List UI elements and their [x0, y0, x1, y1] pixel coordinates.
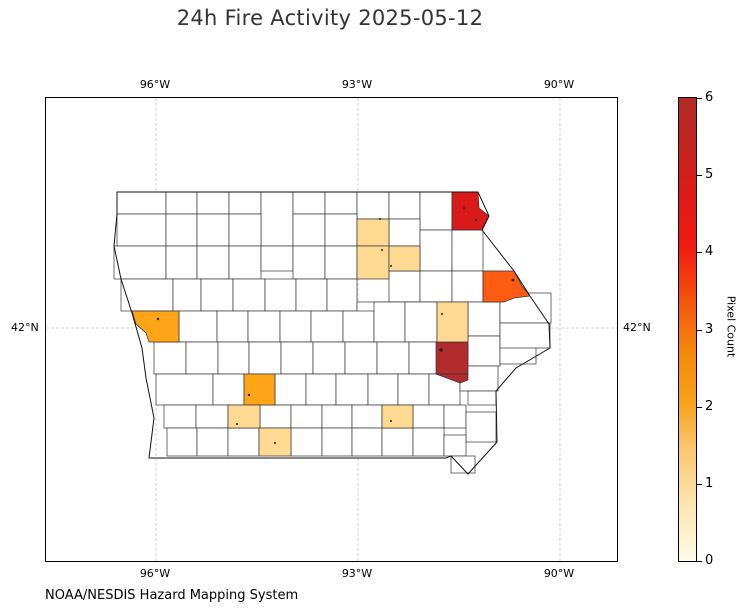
fire-point [274, 442, 276, 444]
fire-counties [131, 191, 531, 457]
fire-point [474, 218, 478, 222]
fire-point [236, 423, 238, 425]
lon-label-top-90w: 90°W [543, 78, 575, 91]
lon-label-bottom-96w: 96°W [139, 567, 171, 580]
county-fire-west-edge [131, 310, 180, 343]
colorbar-label-1: 1 [705, 476, 714, 491]
fire-point [441, 313, 443, 315]
county-fire-northeast [451, 191, 490, 231]
colorbar-tick [697, 407, 702, 408]
iowa-state-outline [113, 191, 551, 475]
map-frame[interactable] [45, 97, 618, 562]
county-fire-north-central-2 [356, 245, 390, 280]
lon-label-top-96w: 96°W [139, 78, 171, 91]
colorbar-tick [697, 484, 702, 485]
colorbar-tick [697, 561, 702, 562]
fire-point [379, 218, 381, 220]
county-fire-southwest-central [243, 373, 276, 406]
fire-point [511, 278, 515, 282]
county-fire-south-central [381, 404, 414, 429]
lon-label-bottom-93w: 93°W [341, 567, 373, 580]
county-fire-east-central-1 [436, 301, 469, 343]
lat-label-left-42n: 42°N [11, 321, 39, 334]
colorbar-tick [697, 175, 702, 176]
colorbar-tick [697, 330, 702, 331]
county-fire-east-central-6-tail [435, 373, 469, 384]
iowa-county-map[interactable] [46, 98, 618, 562]
fire-point [247, 393, 251, 397]
fire-point [439, 348, 443, 352]
colorbar-tick [697, 252, 702, 253]
colorbar-tick [697, 98, 702, 99]
fire-point [390, 265, 392, 267]
fire-point [381, 249, 383, 251]
fire-point [462, 206, 466, 210]
county-fire-southwest-1 [227, 404, 261, 429]
colorbar-label-3: 3 [705, 322, 714, 337]
colorbar-label-4: 4 [705, 244, 714, 259]
county-fire-north-central-3 [388, 245, 421, 272]
colorbar [678, 97, 697, 562]
county-boundaries [113, 191, 552, 474]
lon-label-bottom-90w: 90°W [543, 567, 575, 580]
fire-point [156, 317, 160, 321]
fire-point [390, 420, 392, 422]
colorbar-label-2: 2 [705, 399, 714, 414]
colorbar-label-6: 6 [705, 90, 714, 105]
lon-label-top-93w: 93°W [341, 78, 373, 91]
map-title: 24h Fire Activity 2025-05-12 [176, 6, 484, 30]
county-fire-north-central-1 [356, 218, 390, 247]
county-fire-east-central-6 [435, 341, 469, 375]
colorbar-title: Pixel Count [724, 295, 738, 358]
fire-detections [156, 206, 515, 444]
data-source-credit: NOAA/NESDIS Hazard Mapping System [45, 588, 299, 603]
colorbar-label-0: 0 [705, 553, 714, 568]
lat-label-right-42n: 42°N [623, 321, 651, 334]
colorbar-label-5: 5 [705, 167, 714, 182]
